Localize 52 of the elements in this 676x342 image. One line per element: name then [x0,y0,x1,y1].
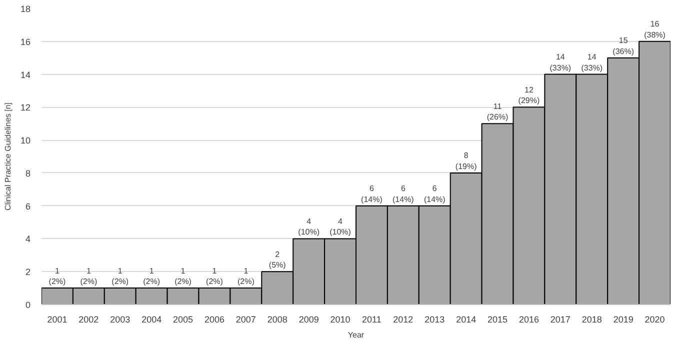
data-label: 16 (38%) [644,20,666,40]
data-label: 6 (14%) [424,184,446,204]
x-tick-label: 2004 [142,314,162,324]
data-label: 4 (10%) [298,216,320,237]
data-label: 8 (19%) [455,151,478,171]
data-label: 2 (5%) [268,250,286,270]
y-tick-label: 8 [25,168,31,178]
x-tick-label: 2013 [424,314,445,324]
x-tick-label: 2014 [456,314,476,324]
x-tick-label: 2006 [204,314,224,324]
x-tick-label: 2011 [362,314,382,324]
x-tick-label: 2020 [644,314,665,324]
data-label: 14 (33%) [550,52,572,72]
y-tick-label: 12 [20,102,31,113]
y-tick-label: 14 [20,70,31,80]
x-tick-label: 2016 [518,314,539,324]
y-tick-label: 16 [20,36,31,47]
x-tick-label: 2007 [236,314,256,324]
x-tick-label: 2012 [393,314,414,324]
x-axis-title: Year [348,330,364,340]
y-tick-label: 2 [25,267,31,278]
x-tick-label: 2005 [173,314,194,324]
data-label: 1 (2%) [48,266,66,286]
y-tick-label: 4 [25,234,31,244]
y-tick-label: 10 [20,136,31,146]
data-label: 4 (10%) [330,216,352,237]
y-axis-title: Clinical Practice Guidelines [n] [3,102,12,211]
data-label: 6 (14%) [392,184,414,204]
x-tick-label: 2009 [298,314,319,324]
x-tick-label: 2017 [550,314,570,324]
x-tick-label: 2010 [330,314,350,324]
data-label: 1 (2%) [143,266,160,286]
data-label: 1 (2%) [237,266,255,286]
data-label: 15 (36%) [612,36,634,56]
y-tick-label: 6 [25,201,31,212]
x-tick-label: 2015 [488,314,508,324]
data-label: 14 (33%) [581,52,603,72]
y-tick-label: 18 [20,4,31,14]
data-label: 1 (2%) [112,266,129,286]
x-tick-label: 2019 [613,314,634,324]
x-tick-label: 2018 [582,314,602,324]
y-tick-label: 0 [25,300,31,310]
x-tick-label: 2008 [267,314,288,324]
data-label: 1 (2%) [206,266,224,286]
data-label: 1 (2%) [174,266,192,286]
data-label: 6 (14%) [361,184,383,204]
data-label: 1 (2%) [80,266,98,286]
data-label: 12 (29%) [518,85,540,106]
data-label: 11 (26%) [486,102,509,122]
x-tick-label: 2002 [78,314,99,324]
x-tick-label: 2001 [47,314,68,324]
x-tick-label: 2003 [110,314,130,324]
